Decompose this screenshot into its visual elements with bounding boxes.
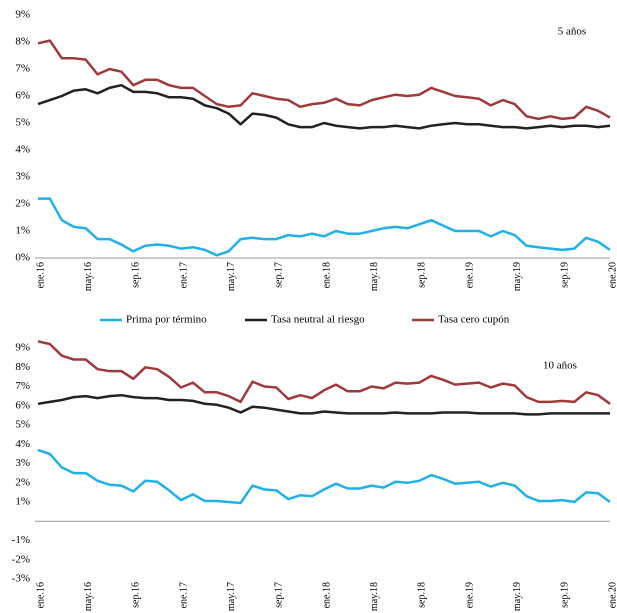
legend-label: Prima por término [126,314,207,326]
x-tick-label: may.17 [226,582,237,611]
y-tick-label: -3% [12,573,30,585]
annotation: 5 años [558,26,586,38]
legend: Prima por término Tasa neutral al riesgo… [100,314,510,326]
annotation: 10 años [543,360,577,372]
x-tick-label: sep.16 [131,262,142,288]
y-tick-label: 9% [15,342,30,354]
x-tick-label: may.18 [369,262,380,291]
y-tick-label: 4% [15,144,30,156]
legend-label: Tasa cero cupón [438,314,510,326]
x-tick-label: ene.16 [35,582,46,608]
x-tick-label: may.18 [369,582,380,611]
y-tick-label: 4% [15,438,30,450]
x-tick-label: ene.18 [321,582,332,608]
x-tick-label: may.17 [226,262,237,291]
y-tick-label: 6% [15,90,30,102]
y-tick-label: 1% [15,225,30,237]
x-tick-label: sep.16 [131,582,142,608]
x-tick-label: ene.16 [35,262,46,288]
x-tick-label: may.19 [512,582,523,611]
x-tick-label: ene.19 [464,582,475,608]
x-tick-label: ene.17 [178,262,189,288]
series-line [37,39,611,121]
y-tick-label: -2% [12,553,30,565]
x-tick-label: may.16 [83,262,94,291]
y-tick-label: 5% [15,117,30,129]
x-tick-label: may.16 [83,582,94,611]
y-tick-label: 7% [15,63,30,75]
series-line [37,448,611,505]
y-tick-label: 1% [15,496,30,508]
y-tick-label: 9% [15,9,30,21]
y-tick-label: 6% [15,399,30,411]
y-tick-label: 8% [15,361,30,373]
series-line [37,393,610,416]
y-tick-label: -1% [12,534,30,546]
x-tick-label: sep.18 [417,582,428,608]
x-tick-label: ene.18 [321,262,332,288]
y-tick-label: 0% [15,252,30,264]
x-tick-label: sep.17 [274,262,285,288]
y-tick-label: 7% [15,380,30,392]
series-line [37,83,611,130]
y-tick-label: 2% [15,198,30,210]
legend-label: Tasa neutral al riesgo [271,314,365,326]
x-tick-label: ene.20 [607,262,617,288]
x-tick-label: may.19 [512,262,523,291]
series-line [38,197,611,257]
x-tick-label: sep.17 [274,582,285,608]
y-tick-label: 3% [15,171,30,183]
x-tick-label: sep.19 [560,262,571,288]
x-tick-label: ene.19 [464,262,475,288]
x-tick-label: ene.20 [607,582,617,608]
y-tick-label: 5% [15,419,30,431]
x-tick-label: ene.17 [178,582,189,608]
y-tick-label: 2% [15,476,30,488]
series-line [37,340,611,405]
y-tick-label: 8% [15,36,30,48]
y-tick-label: 3% [15,457,30,469]
x-tick-label: sep.19 [560,582,571,608]
x-tick-label: sep.18 [417,262,428,288]
